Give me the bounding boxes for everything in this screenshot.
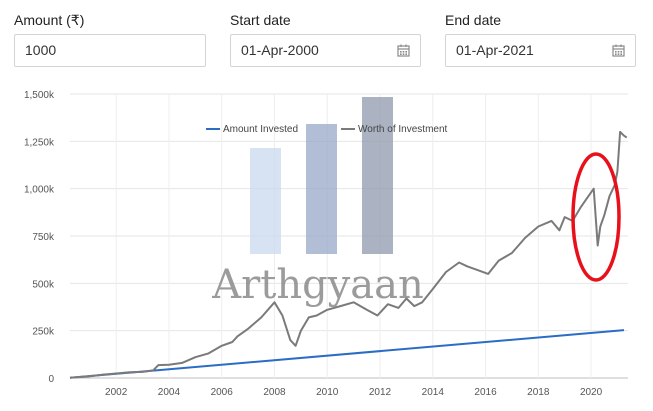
x-tick-label: 2008 xyxy=(263,387,286,398)
chart-legend: Amount Invested Worth of Investment xyxy=(206,124,448,135)
amount-label: Amount (₹) xyxy=(14,12,85,28)
x-tick-label: 2018 xyxy=(527,387,550,398)
chart-series xyxy=(69,130,628,379)
x-tick-label: 2012 xyxy=(369,387,392,398)
start-date-value: 01-Apr-2000 xyxy=(241,42,319,58)
calendar-icon[interactable] xyxy=(397,44,410,57)
y-tick-label: 1,250k xyxy=(24,137,55,148)
start-date-label: Start date xyxy=(230,12,291,28)
watermark-bar-2 xyxy=(306,124,337,254)
end-date-input[interactable]: 01-Apr-2021 xyxy=(445,34,636,67)
y-tick-label: 250k xyxy=(32,327,55,338)
x-axis-labels: 2002 2004 2006 2008 2010 2012 2014 2016 2018 2020 xyxy=(105,387,603,398)
end-date-label: End date xyxy=(445,12,502,28)
legend-entry: Worth of Investment xyxy=(358,124,448,135)
x-tick-label: 2020 xyxy=(580,387,603,398)
worth-of-investment-line xyxy=(69,130,628,379)
watermark-logo: Arthgyaan xyxy=(211,97,424,308)
x-tick-label: 2004 xyxy=(158,387,181,398)
y-tick-label: 750k xyxy=(32,232,55,243)
y-axis-labels: 0 250k 500k 750k 1,000k 1,250k 1,500k xyxy=(24,90,55,385)
legend-entry: Amount Invested xyxy=(223,124,298,135)
y-tick-label: 500k xyxy=(32,279,55,290)
y-tick-label: 1,500k xyxy=(24,90,55,101)
amount-value: 1000 xyxy=(25,42,57,58)
x-tick-label: 2016 xyxy=(474,387,497,398)
x-tick-label: 2002 xyxy=(105,387,128,398)
watermark-bar-3 xyxy=(362,97,393,254)
amount-invested-line xyxy=(69,329,625,379)
calendar-icon[interactable] xyxy=(612,44,625,57)
chart-grid xyxy=(70,93,628,379)
x-tick-label: 2010 xyxy=(316,387,339,398)
x-tick-label: 2014 xyxy=(422,387,445,398)
watermark-bar-1 xyxy=(250,148,281,254)
amount-input[interactable]: 1000 xyxy=(14,34,206,67)
investment-chart: Arthgyaan 0 250k 500k 750k 1,000k 1,250k 1,500… xyxy=(24,90,628,398)
highlight-ellipse xyxy=(571,152,621,282)
end-date-value: 01-Apr-2021 xyxy=(456,42,534,58)
start-date-input[interactable]: 01-Apr-2000 xyxy=(230,34,421,67)
y-tick-label: 0 xyxy=(48,374,54,385)
watermark-text: Arthgyaan xyxy=(211,262,424,308)
x-tick-label: 2006 xyxy=(211,387,234,398)
y-tick-label: 1,000k xyxy=(24,185,55,196)
